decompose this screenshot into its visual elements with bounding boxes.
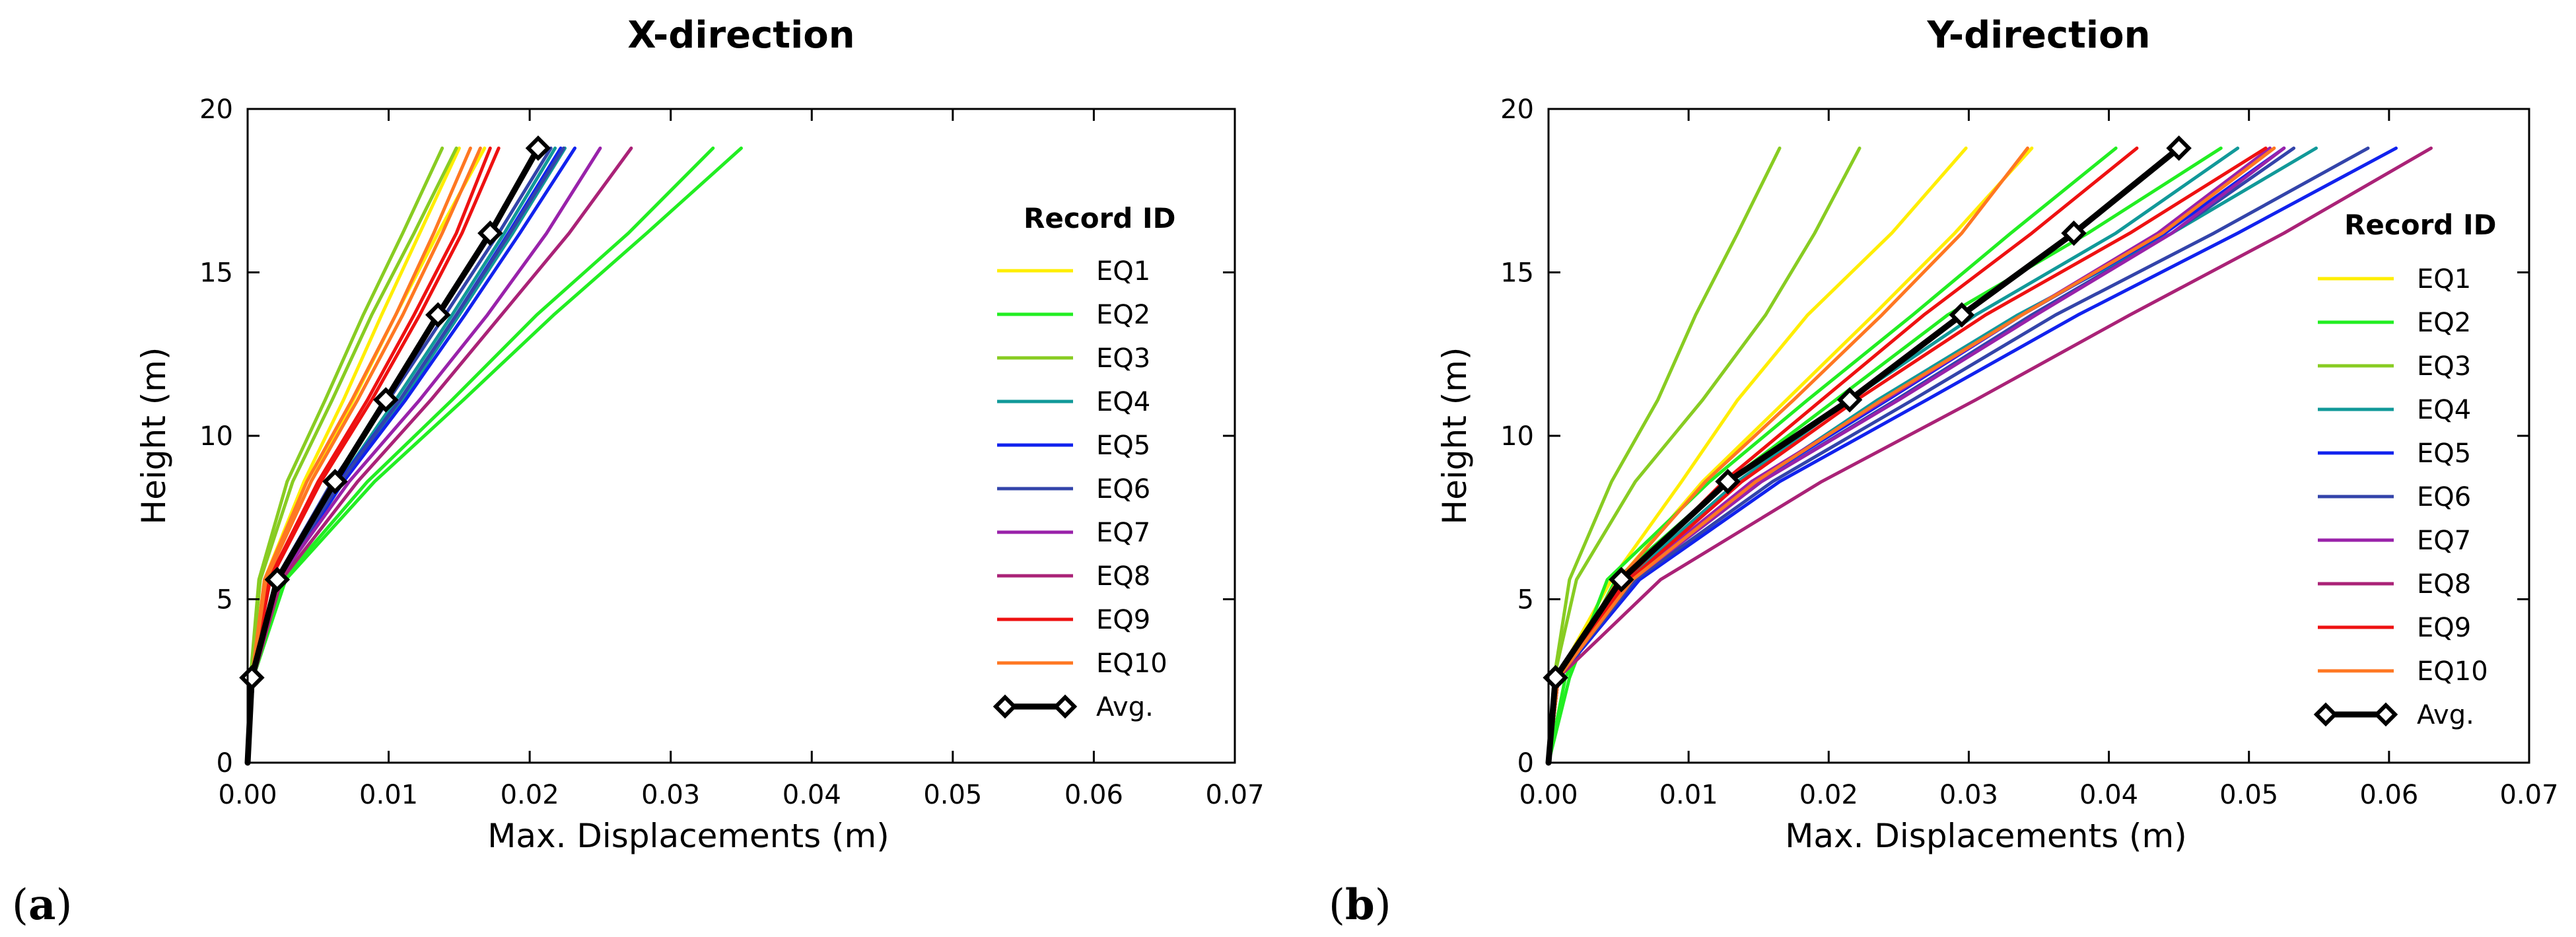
avg-marker xyxy=(1715,469,1741,495)
avg-marker xyxy=(2061,220,2087,246)
legend: Record ID EQ1 EQ2 EQ3 EQ4 EQ5 EQ6 EQ7 EQ8 EQ9 EQ10… xyxy=(992,202,1175,722)
panel-label: (a) xyxy=(12,880,72,930)
avg-marker xyxy=(322,469,348,495)
legend-label-eq7: EQ7 xyxy=(2417,526,2471,556)
y-tick-label: 15 xyxy=(1500,258,1534,289)
y-tick-label: 10 xyxy=(1500,421,1534,452)
avg-marker xyxy=(239,665,265,691)
series-line-eq8 xyxy=(1547,146,2433,765)
legend-label-eq10: EQ10 xyxy=(1096,648,1167,679)
legend-label-eq10: EQ10 xyxy=(2417,656,2488,687)
x-tick-label: 0.06 xyxy=(2359,780,2418,810)
legend-label-eq5: EQ5 xyxy=(2417,438,2471,469)
panel-label-part: ( xyxy=(12,881,28,930)
y-tick-label: 5 xyxy=(217,585,233,615)
legend-label-eq3: EQ3 xyxy=(1096,343,1150,374)
avg-marker xyxy=(1836,387,1863,413)
chart-x-direction: X-direction 0.00 0.01 0.02 0.03 0.04 0.05 0.06 0… xyxy=(12,14,1265,930)
y-tick-label: 5 xyxy=(1517,585,1534,615)
panel-label-part: ( xyxy=(1329,881,1345,930)
y-tick-label: 20 xyxy=(1500,94,1534,125)
x-tick-label: 0.03 xyxy=(1939,780,1998,810)
avg-marker xyxy=(425,302,451,328)
y-tick-label: 15 xyxy=(199,258,233,289)
avg-marker xyxy=(1949,302,1975,328)
x-tick-label: 0.03 xyxy=(641,780,700,810)
series-line-avg xyxy=(244,145,541,766)
legend-label-eq8: EQ8 xyxy=(2417,569,2471,600)
x-axis-label: Max. Displacements (m) xyxy=(1785,817,2187,855)
legend-label-eq6: EQ6 xyxy=(1096,474,1150,504)
legend-label-eq4: EQ4 xyxy=(1096,387,1150,417)
series-lines xyxy=(1543,135,2433,766)
legend-label-avg: Avg. xyxy=(1096,692,1154,722)
legend-label-eq1: EQ1 xyxy=(2417,264,2471,295)
series-line-eq3 xyxy=(1547,146,1862,765)
series-line-eq10 xyxy=(1547,146,2276,765)
legend-avg-marker xyxy=(992,694,1018,719)
x-tick-label: 0.04 xyxy=(2079,780,2138,810)
legend: Record ID EQ1 EQ2 EQ3 EQ4 EQ5 EQ6 EQ7 EQ8 EQ9 EQ10… xyxy=(2313,209,2496,730)
legend-label-eq9: EQ9 xyxy=(1096,605,1150,635)
x-tick-label: 0.02 xyxy=(1799,780,1858,810)
legend-avg-marker xyxy=(2373,702,2398,727)
avg-marker xyxy=(2166,135,2192,161)
x-tick-label: 0.06 xyxy=(1064,780,1123,810)
x-tick-label: 0.07 xyxy=(2499,780,2558,810)
x-tick-label: 0.00 xyxy=(218,780,277,810)
x-tick-label: 0.05 xyxy=(923,780,982,810)
legend-label-eq9: EQ9 xyxy=(2417,613,2471,643)
avg-marker xyxy=(477,220,503,246)
legend-label-eq3: EQ3 xyxy=(2417,351,2471,382)
y-tick-label: 20 xyxy=(199,94,233,125)
panel-label-part: ) xyxy=(1375,881,1391,930)
x-tick-label: 0.00 xyxy=(1519,780,1578,810)
avg-marker xyxy=(525,135,551,161)
avg-marker xyxy=(373,387,399,413)
x-tick-label: 0.01 xyxy=(1659,780,1718,810)
y-tick-label: 0 xyxy=(217,748,233,779)
legend-label-eq2: EQ2 xyxy=(1096,300,1150,330)
legend-label-eq6: EQ6 xyxy=(2417,482,2471,512)
x-tick-label: 0.07 xyxy=(1205,780,1264,810)
y-tick-label: 10 xyxy=(199,421,233,452)
legend-title: Record ID xyxy=(1024,202,1175,234)
avg-marker xyxy=(1609,567,1634,593)
y-tick-label: 0 xyxy=(1517,748,1534,779)
x-tick-label: 0.01 xyxy=(359,780,418,810)
y-axis-label: Height (m) xyxy=(1436,347,1474,525)
legend-label-eq1: EQ1 xyxy=(1096,256,1150,287)
legend-avg-marker xyxy=(2313,702,2338,727)
legend-label-eq7: EQ7 xyxy=(1096,518,1150,548)
x-tick-label: 0.05 xyxy=(2219,780,2278,810)
chart-title: X-direction xyxy=(627,14,854,57)
legend-label-eq4: EQ4 xyxy=(2417,395,2471,425)
legend-label-eq8: EQ8 xyxy=(1096,561,1150,592)
panel-label-part: a xyxy=(28,880,55,930)
legend-label-eq2: EQ2 xyxy=(2417,308,2471,338)
chart-y-direction: Y-direction 0.00 0.01 0.02 0.03 0.04 0.05 0.06 0… xyxy=(1329,14,2559,930)
series-line-eq3 xyxy=(246,146,458,765)
x-axis-label: Max. Displacements (m) xyxy=(487,817,889,855)
legend-avg-marker xyxy=(1053,694,1078,719)
panel-label-part: ) xyxy=(55,881,72,930)
chart-title: Y-direction xyxy=(1927,14,2151,57)
series-line-avg xyxy=(1545,145,2182,766)
panel-label: (b) xyxy=(1329,880,1391,930)
y-axis-label: Height (m) xyxy=(135,347,173,525)
x-tick-label: 0.02 xyxy=(501,780,559,810)
series-lines xyxy=(239,135,743,766)
x-tick-label: 0.04 xyxy=(783,780,841,810)
legend-label-eq5: EQ5 xyxy=(1096,431,1150,461)
legend-label-avg: Avg. xyxy=(2417,700,2474,730)
legend-title: Record ID xyxy=(2344,209,2496,241)
panel-label-part: b xyxy=(1345,880,1375,930)
avg-marker xyxy=(264,567,291,593)
